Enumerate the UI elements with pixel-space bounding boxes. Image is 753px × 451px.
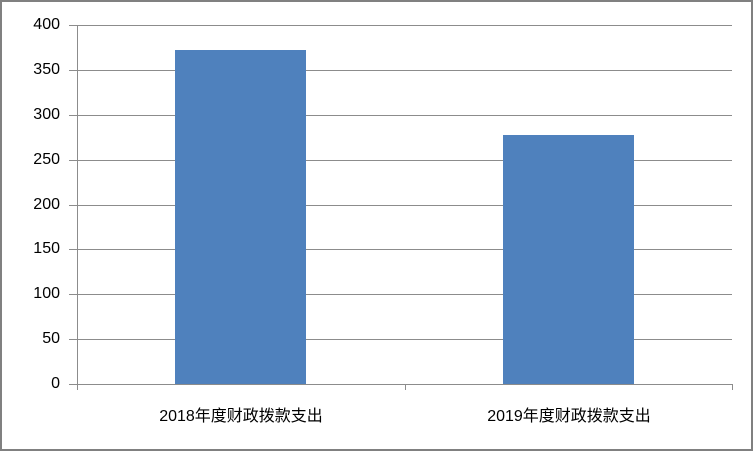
x-axis-category-label: 2019年度财政拨款支出 xyxy=(487,408,651,425)
y-gridline xyxy=(69,249,732,250)
x-axis-line xyxy=(69,384,732,385)
y-axis-line xyxy=(77,25,78,389)
y-gridline xyxy=(69,115,732,116)
y-axis-tick-label: 0 xyxy=(51,375,60,392)
x-axis-category-label: 2018年度财政拨款支出 xyxy=(159,408,323,425)
x-axis-tick xyxy=(77,384,78,390)
bar-2019 xyxy=(503,135,634,384)
bar-2018 xyxy=(175,50,306,384)
y-gridline xyxy=(69,70,732,71)
y-axis-tick-label: 400 xyxy=(33,16,60,33)
y-axis-tick-label: 300 xyxy=(33,106,60,123)
y-axis-tick-label: 150 xyxy=(33,240,60,257)
x-axis-tick xyxy=(405,384,406,390)
y-gridline xyxy=(69,339,732,340)
y-axis-tick-label: 250 xyxy=(33,151,60,168)
y-gridline xyxy=(69,294,732,295)
y-axis-tick-label: 200 xyxy=(33,196,60,213)
y-gridline xyxy=(69,205,732,206)
y-axis-tick-label: 100 xyxy=(33,285,60,302)
y-gridline xyxy=(69,160,732,161)
y-axis-tick-label: 350 xyxy=(33,61,60,78)
y-axis-tick-label: 50 xyxy=(42,330,60,347)
x-axis-tick xyxy=(732,384,733,390)
y-gridline xyxy=(69,25,732,26)
